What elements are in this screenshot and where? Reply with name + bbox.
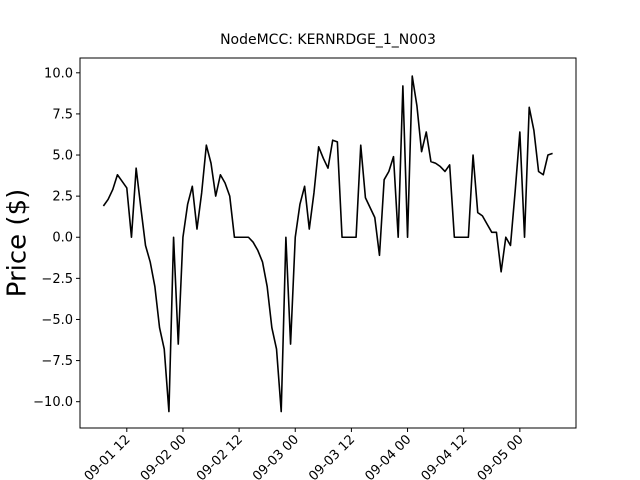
x-tick-label: 09-01 12 <box>82 432 134 480</box>
x-tick-label: 09-04 00 <box>362 432 414 480</box>
x-tick-label: 09-02 00 <box>138 432 190 480</box>
x-tick-label: 09-03 12 <box>306 432 358 480</box>
y-tick-label: −10.0 <box>33 395 73 410</box>
price-line <box>102 75 553 413</box>
x-tick-label: 09-05 00 <box>475 432 527 480</box>
y-tick-label: −5.0 <box>41 313 73 328</box>
y-tick-label: 2.5 <box>52 190 73 205</box>
y-tick-label: −2.5 <box>41 272 73 287</box>
y-tick-label: 5.0 <box>52 149 73 164</box>
y-tick-label: −7.5 <box>41 354 73 369</box>
x-tick-label: 09-03 00 <box>250 432 302 480</box>
y-tick-label: 10.0 <box>44 66 73 81</box>
y-tick-label: 7.5 <box>52 107 73 122</box>
chart-title: NodeMCC: KERNRDGE_1_N003 <box>220 32 436 48</box>
x-tick-label: 09-04 12 <box>419 432 471 480</box>
y-axis-label: Price ($) <box>3 189 33 298</box>
plot-frame <box>79 57 577 429</box>
x-tick-label: 09-02 12 <box>194 432 246 480</box>
y-tick-label: 0.0 <box>52 231 73 246</box>
